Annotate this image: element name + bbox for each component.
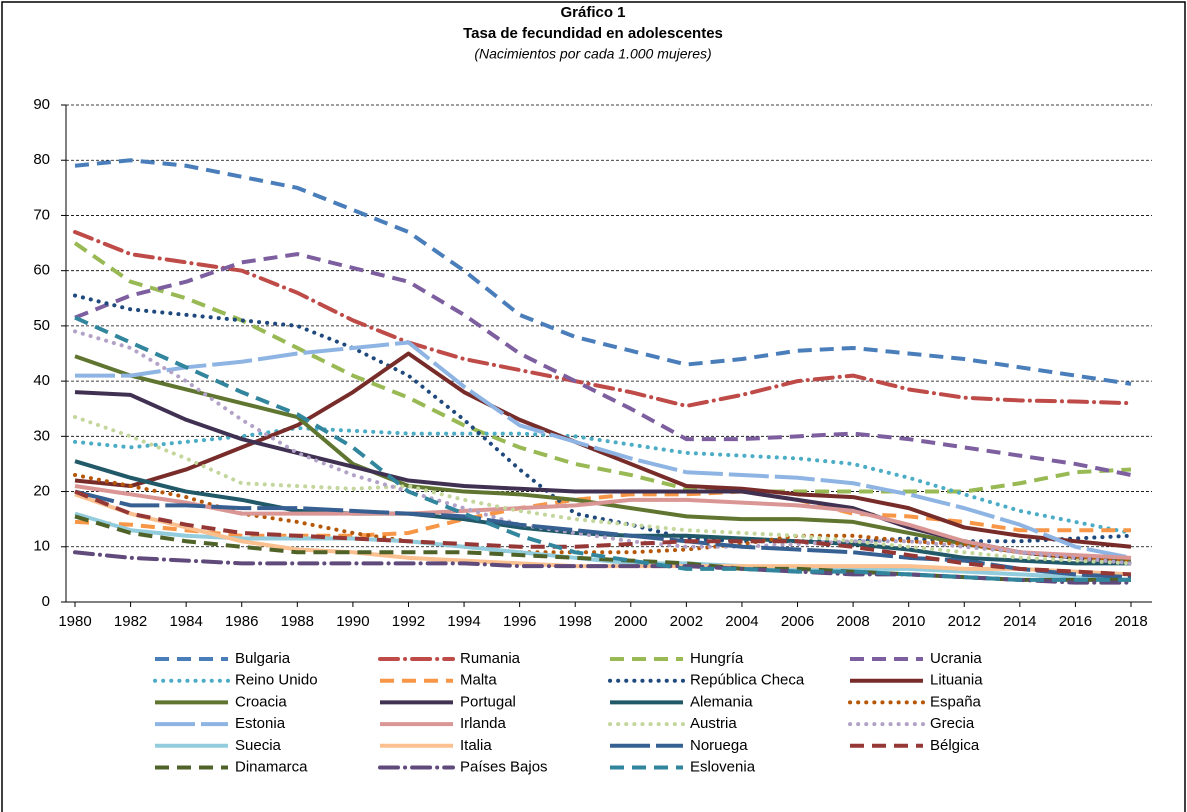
legend-label: Eslovenia <box>690 758 756 775</box>
legend-label: Bulgaria <box>235 650 291 667</box>
x-tick-label: 2012 <box>948 613 981 630</box>
y-tick-label: 70 <box>33 206 50 223</box>
chart-title: Gráfico 1 <box>560 4 625 21</box>
y-tick-label: 60 <box>33 262 50 279</box>
x-tick-label: 2014 <box>1003 613 1036 630</box>
x-tick-label: 1984 <box>169 613 202 630</box>
legend-label: Italia <box>460 737 492 754</box>
legend-label: España <box>930 693 982 710</box>
series-line <box>74 315 1131 582</box>
legend-label: Países Bajos <box>460 758 548 775</box>
chart-note: (Nacimientos por cada 1.000 mujeres) <box>474 46 711 62</box>
legend-label: Croacia <box>235 693 287 710</box>
legend-label: Estonia <box>235 715 286 732</box>
legend-label: Hungría <box>690 650 744 667</box>
y-tick-label: 10 <box>33 538 50 555</box>
x-tick-label: 1992 <box>392 613 425 630</box>
legend-label: Grecia <box>930 715 975 732</box>
legend-label: Alemania <box>690 693 753 710</box>
series-line <box>73 241 1132 494</box>
y-tick-label: 0 <box>42 593 50 610</box>
series-line <box>73 230 1133 408</box>
legend-label: Portugal <box>460 693 516 710</box>
x-tick-label: 1990 <box>336 613 369 630</box>
series-line <box>74 489 1131 538</box>
legend-label: República Checa <box>690 672 805 689</box>
x-tick-label: 1986 <box>225 613 258 630</box>
chart-subtitle: Tasa de fecundidad en adolescentes <box>463 25 723 42</box>
y-tick-label: 30 <box>33 427 50 444</box>
x-tick-label: 2006 <box>781 613 814 630</box>
series-line <box>73 426 1133 535</box>
legend-label: Noruega <box>690 737 748 754</box>
legend-label: Malta <box>460 672 497 689</box>
legend-label: Dinamarca <box>235 758 308 775</box>
legend-label: Ucrania <box>930 650 982 667</box>
series-line <box>74 252 1132 477</box>
y-tick-label: 80 <box>33 151 50 168</box>
y-tick-label: 40 <box>33 372 50 389</box>
x-tick-label: 1982 <box>114 613 147 630</box>
legend-label: Rumania <box>460 650 521 667</box>
y-tick-label: 50 <box>33 317 50 334</box>
x-tick-label: 1996 <box>503 613 536 630</box>
x-tick-label: 1998 <box>559 613 592 630</box>
legend-label: Suecia <box>235 737 282 754</box>
x-tick-label: 2002 <box>670 613 703 630</box>
legend-label: Irlanda <box>460 715 507 732</box>
series-line <box>73 329 1133 566</box>
series-line <box>74 489 1132 577</box>
x-tick-label: 2016 <box>1059 613 1092 630</box>
x-tick-label: 2000 <box>614 613 647 630</box>
x-tick-label: 2004 <box>725 613 758 630</box>
series-line <box>73 472 1133 563</box>
x-tick-label: 2008 <box>836 613 869 630</box>
y-tick-label: 90 <box>33 96 50 113</box>
x-tick-label: 1980 <box>58 613 91 630</box>
series-line <box>74 351 1132 549</box>
series-line <box>73 415 1133 566</box>
legend-label: Reino Unido <box>235 672 318 689</box>
series-line <box>74 158 1132 386</box>
y-tick-label: 20 <box>33 483 50 500</box>
legend-label: Austria <box>690 715 737 732</box>
x-tick-label: 1994 <box>447 613 480 630</box>
x-tick-label: 2018 <box>1114 613 1147 630</box>
legend-label: Bélgica <box>930 737 980 754</box>
x-tick-label: 1988 <box>281 613 314 630</box>
series-line <box>74 484 1132 560</box>
legend-label: Lituania <box>930 672 983 689</box>
x-tick-label: 2010 <box>892 613 925 630</box>
series-line <box>75 340 1132 560</box>
